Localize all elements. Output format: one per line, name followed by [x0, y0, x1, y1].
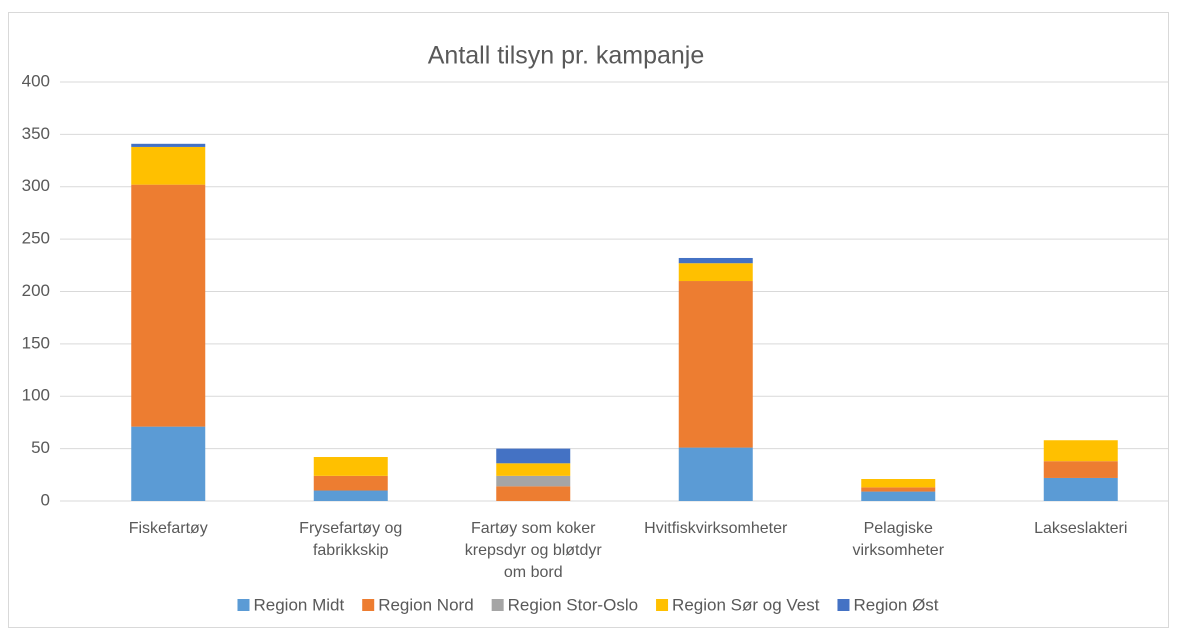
legend-swatch — [837, 599, 850, 611]
legend-label: Region Midt — [253, 595, 344, 614]
y-tick-label: 100 — [22, 386, 50, 405]
x-tick-label: Frysefartøy og fabrikkskip — [299, 520, 403, 559]
x-tick-label: Fartøy som koker krepsdyr og bløtdyr om … — [464, 520, 602, 581]
x-tick-label: Lakseslakteri — [1034, 520, 1128, 537]
bar-segment — [1043, 440, 1118, 462]
bar-segment — [1043, 477, 1118, 501]
legend-label: Region Øst — [853, 595, 938, 614]
bar-segment — [131, 143, 206, 147]
bar-segment — [678, 447, 753, 501]
bar-segment — [496, 475, 571, 487]
bar-segment — [313, 475, 388, 491]
legend-label: Region Stor-Oslo — [508, 595, 638, 614]
bar-segment — [313, 490, 388, 501]
legend: Region Midt Region Nord Region Stor-Oslo Re… — [237, 595, 939, 614]
bar-segment — [313, 457, 388, 476]
y-tick-label: 50 — [31, 438, 50, 457]
legend-swatch — [237, 599, 250, 611]
bar-segment — [861, 479, 936, 488]
x-tick-label: Fiskefartøy — [128, 520, 208, 537]
bar-segment — [861, 491, 936, 501]
legend-swatch — [362, 599, 375, 611]
bar-segment — [131, 146, 206, 185]
legend-swatch — [656, 599, 669, 611]
chart-title: Antall tilsyn pr. kampanje — [428, 42, 705, 70]
y-tick-label: 350 — [22, 124, 50, 143]
bar-segment — [678, 281, 753, 448]
bar-segment — [1043, 461, 1118, 478]
y-tick-label: 150 — [22, 333, 50, 352]
bar-segment — [861, 487, 936, 492]
y-tick-label: 300 — [22, 176, 50, 195]
y-tick-label: 250 — [22, 229, 50, 248]
y-tick-label: 0 — [41, 490, 50, 509]
legend-swatch — [491, 599, 504, 611]
bar-segment — [496, 448, 571, 464]
x-tick-label: Hvitfiskvirksomheter — [644, 520, 788, 537]
bar-segment — [496, 486, 571, 501]
bar-segment — [131, 426, 206, 501]
legend-label: Region Nord — [378, 595, 473, 614]
y-tick-label: 200 — [22, 281, 50, 300]
legend-label: Region Sør og Vest — [672, 595, 820, 614]
bar-segment — [678, 257, 753, 264]
bar-segment — [131, 184, 206, 427]
y-tick-label: 400 — [22, 71, 50, 90]
bar-segment — [678, 263, 753, 282]
x-tick-label: Pelagiske virksomheter — [852, 520, 945, 559]
bar-segment — [496, 463, 571, 476]
